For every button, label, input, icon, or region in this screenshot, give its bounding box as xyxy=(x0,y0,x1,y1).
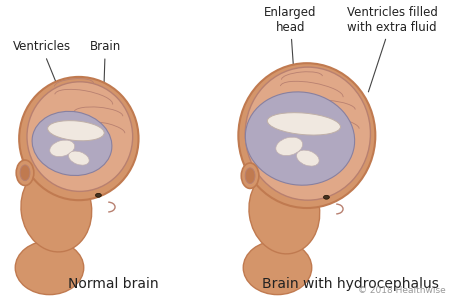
Text: Enlarged
head: Enlarged head xyxy=(263,6,316,74)
Text: Normal brain: Normal brain xyxy=(67,277,158,291)
Ellipse shape xyxy=(267,113,340,135)
Ellipse shape xyxy=(241,163,258,188)
Text: Brain: Brain xyxy=(90,40,121,103)
Ellipse shape xyxy=(245,67,369,200)
Ellipse shape xyxy=(19,77,138,200)
Ellipse shape xyxy=(32,111,112,176)
Ellipse shape xyxy=(48,121,104,141)
Ellipse shape xyxy=(248,168,319,254)
Ellipse shape xyxy=(20,165,30,181)
Ellipse shape xyxy=(323,195,329,199)
Ellipse shape xyxy=(15,241,84,295)
Ellipse shape xyxy=(50,140,74,157)
Ellipse shape xyxy=(27,82,132,191)
Text: Ventricles: Ventricles xyxy=(12,40,76,131)
Ellipse shape xyxy=(16,160,34,185)
Ellipse shape xyxy=(95,193,101,197)
Ellipse shape xyxy=(296,150,319,166)
Text: Brain with hydrocephalus: Brain with hydrocephalus xyxy=(262,277,438,291)
Ellipse shape xyxy=(245,168,254,184)
Text: Ventricles filled
with extra fluid: Ventricles filled with extra fluid xyxy=(346,6,437,92)
Ellipse shape xyxy=(238,63,375,208)
Ellipse shape xyxy=(243,241,311,295)
Ellipse shape xyxy=(68,151,89,165)
Ellipse shape xyxy=(275,137,302,156)
Ellipse shape xyxy=(245,92,354,185)
Text: © 2018 Healthwise: © 2018 Healthwise xyxy=(357,286,445,295)
Ellipse shape xyxy=(21,166,91,252)
